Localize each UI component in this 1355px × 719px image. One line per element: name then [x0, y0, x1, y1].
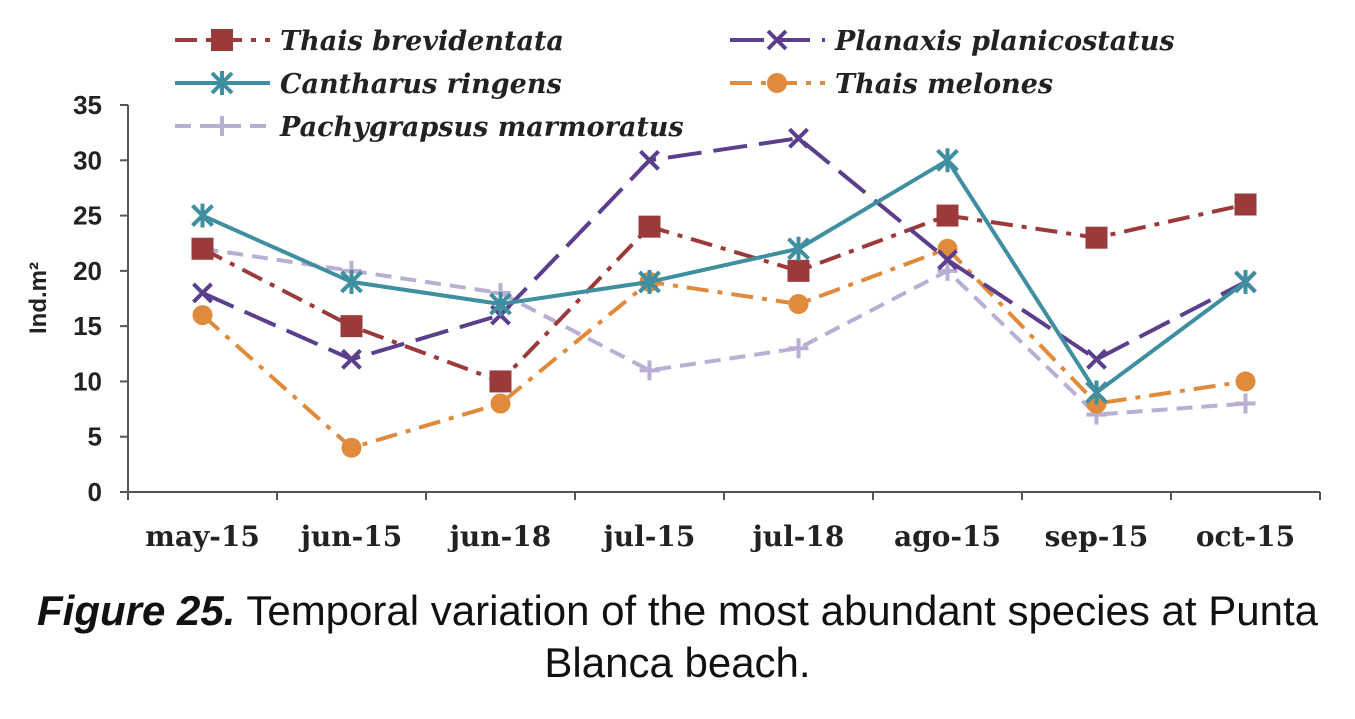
y-tick-label: 5 [88, 422, 102, 452]
data-point [937, 238, 958, 259]
series-line [201, 158, 1247, 395]
line-chart: 0 5 10 15 20 25 30 35 may-15 jun-15 jun-18 jul-15 ju… [25, 26, 1321, 553]
x-tick-label: sep-15 [1045, 520, 1149, 553]
legend-label: Pachygrapsus marmoratus [279, 112, 684, 143]
series-thais-brevidentata [191, 193, 1257, 393]
data-point [489, 292, 512, 317]
series-cantharus-ringens [191, 148, 1257, 405]
data-point [787, 259, 810, 282]
x-tick-label: jun-18 [447, 520, 551, 553]
data-point [211, 29, 233, 51]
legend-label: Thais melones [835, 69, 1053, 100]
x-tick-label: ago-15 [894, 520, 1001, 553]
data-point [788, 338, 809, 359]
legend-label: Thais brevidentata [280, 26, 564, 57]
data-point [1085, 226, 1108, 249]
data-point [766, 29, 788, 51]
figure-caption: Figure 25. Temporal variation of the mos… [0, 585, 1355, 689]
y-tick-label: 0 [88, 477, 102, 507]
data-point [639, 360, 660, 381]
data-point [191, 203, 214, 228]
figure-label: Figure 25. [37, 587, 236, 634]
data-point [192, 305, 213, 326]
data-point [341, 348, 362, 370]
data-point [1235, 393, 1256, 414]
legend-label: Cantharus ringens [280, 69, 562, 100]
data-point [788, 294, 809, 315]
chart-series [191, 127, 1257, 458]
y-tick-label: 20 [73, 256, 102, 286]
x-tick-label: jul-15 [601, 520, 696, 553]
y-tick-label: 10 [73, 366, 102, 396]
series-pachygrapsus-marmoratus [192, 238, 1256, 425]
legend-item: Thais brevidentata [175, 26, 564, 57]
legend-item: Planaxis planicostatus [730, 26, 1175, 57]
data-point [936, 204, 959, 227]
data-point [192, 282, 213, 304]
data-point [639, 149, 660, 171]
data-point [1085, 380, 1108, 405]
data-point [340, 269, 363, 294]
x-tick-label: jul-18 [750, 520, 845, 553]
chart-axes: 0 5 10 15 20 25 30 35 may-15 jun-15 jun-18 jul-15 ju… [25, 90, 1321, 553]
legend-item: Pachygrapsus marmoratus [175, 112, 684, 143]
chart-legend: Thais brevidentata Planaxis planicostatus… [175, 26, 1175, 143]
caption-text: Temporal variation of the most abundant … [235, 587, 1318, 686]
legend-item: Thais melones [730, 69, 1053, 100]
x-tick-label: may-15 [145, 520, 260, 553]
legend-label: Planaxis planicostatus [834, 26, 1175, 57]
data-point [936, 148, 959, 173]
data-point [937, 260, 958, 281]
data-point [788, 127, 809, 149]
data-point [212, 116, 232, 136]
data-point [937, 249, 958, 271]
data-point [787, 236, 810, 261]
y-tick-label: 25 [73, 201, 102, 231]
series-line [201, 246, 1246, 450]
data-point [340, 315, 363, 338]
data-point [341, 437, 362, 458]
x-tick-label: jun-15 [298, 520, 402, 553]
series-line [202, 246, 1246, 417]
data-point [490, 393, 511, 414]
data-point [1086, 348, 1107, 370]
data-point [1234, 193, 1257, 216]
y-tick-label: 15 [73, 311, 102, 341]
data-point [1234, 269, 1257, 294]
data-point [1235, 371, 1256, 392]
data-point [638, 269, 661, 294]
y-tick-label: 30 [73, 145, 102, 175]
y-axis-label: Ind.m² [25, 262, 52, 334]
data-point [191, 237, 214, 260]
x-tick-label: oct-15 [1196, 520, 1295, 553]
legend-item: Cantharus ringens [175, 69, 562, 100]
series-line [201, 202, 1246, 384]
data-point [638, 215, 661, 238]
data-point [489, 370, 512, 393]
series-line [201, 136, 1247, 362]
data-point [767, 73, 787, 93]
y-tick-label: 35 [73, 90, 102, 120]
data-point [210, 71, 234, 95]
